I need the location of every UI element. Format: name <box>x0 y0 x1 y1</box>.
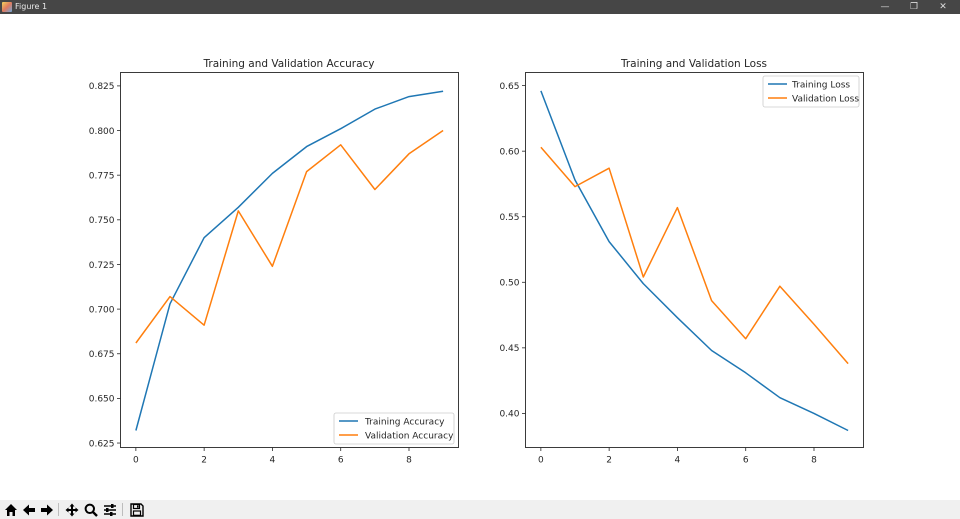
x-tick-label: 6 <box>743 456 749 466</box>
loss-lines <box>540 90 849 432</box>
y-tick-label: 0.750 <box>89 216 115 226</box>
y-tick-label: 0.700 <box>89 305 115 315</box>
move-icon <box>65 503 78 516</box>
loss-legend: Training Loss Validation Loss <box>762 75 860 108</box>
loss-chart: Training and Validation Loss 0.40 0.45 0.5… <box>499 58 864 466</box>
accuracy-legend: Training Accuracy Validation Accuracy <box>333 412 455 445</box>
y-tick-label: 0.65 <box>499 82 519 92</box>
restore-icon: ❐ <box>909 2 919 12</box>
floppy-disk-icon <box>129 502 144 517</box>
series-line <box>540 90 849 432</box>
minimize-button[interactable]: — <box>871 0 899 14</box>
arrow-right-icon <box>40 504 53 515</box>
save-button[interactable] <box>128 501 145 518</box>
x-tick-label: 0 <box>538 456 544 466</box>
home-icon <box>4 503 17 516</box>
close-button[interactable]: ✕ <box>929 0 957 14</box>
y-tick-label: 0.675 <box>89 350 115 360</box>
y-tick-label: 0.775 <box>89 171 115 181</box>
window-title: Figure 1 <box>15 2 48 11</box>
back-button[interactable] <box>20 501 37 518</box>
arrow-left-icon <box>22 504 35 515</box>
home-button[interactable] <box>2 501 19 518</box>
toolbar-separator <box>122 503 123 516</box>
x-tick-label: 8 <box>406 456 412 466</box>
loss-y-axis: 0.40 0.45 0.50 0.55 0.60 0.65 <box>499 82 526 420</box>
magnifier-icon <box>84 503 98 517</box>
y-tick-label: 0.800 <box>89 127 115 137</box>
configure-subplots-button[interactable] <box>101 501 118 518</box>
zoom-button[interactable] <box>82 501 99 518</box>
legend-label-validation-loss: Validation Loss <box>792 95 859 105</box>
pan-button[interactable] <box>63 501 80 518</box>
minimize-icon: — <box>880 2 890 12</box>
restore-button[interactable]: ❐ <box>900 0 928 14</box>
y-tick-label: 0.55 <box>499 213 519 223</box>
series-line <box>540 146 849 365</box>
y-tick-label: 0.725 <box>89 261 115 271</box>
x-tick-label: 6 <box>338 456 344 466</box>
y-tick-label: 0.60 <box>499 147 519 157</box>
y-tick-label: 0.40 <box>499 410 519 420</box>
series-line <box>135 90 444 431</box>
accuracy-x-axis: 0 2 4 6 8 <box>133 447 412 466</box>
x-tick-label: 2 <box>606 456 612 466</box>
y-tick-label: 0.45 <box>499 344 519 354</box>
accuracy-y-axis: 0.625 0.650 0.675 0.700 0.725 0.750 0.775 0.800… <box>89 82 121 449</box>
accuracy-lines <box>135 90 444 431</box>
accuracy-plot-frame <box>120 72 459 448</box>
loss-plot-frame <box>525 72 864 448</box>
figure-canvas: Training and Validation Accuracy 0.625 0.… <box>0 14 960 500</box>
toolbar-separator <box>58 503 59 516</box>
loss-chart-title: Training and Validation Loss <box>620 58 767 70</box>
x-tick-label: 2 <box>201 456 207 466</box>
y-tick-label: 0.825 <box>89 82 115 92</box>
window-titlebar: Figure 1 — ❐ ✕ <box>0 0 960 14</box>
close-icon: ✕ <box>939 2 947 12</box>
x-tick-label: 4 <box>270 456 276 466</box>
x-tick-label: 4 <box>675 456 681 466</box>
matplotlib-app-icon <box>2 2 12 12</box>
legend-label-training-accuracy: Training Accuracy <box>364 418 445 428</box>
accuracy-chart: Training and Validation Accuracy 0.6250.… <box>89 58 459 466</box>
y-tick-label: 0.650 <box>89 395 115 405</box>
navigation-toolbar <box>0 500 960 519</box>
x-tick-label: 0 <box>133 456 139 466</box>
loss-x-axis: 0 2 4 6 8 <box>538 447 817 466</box>
forward-button[interactable] <box>38 501 55 518</box>
x-tick-label: 8 <box>811 456 817 466</box>
accuracy-chart-title: Training and Validation Accuracy <box>203 58 375 70</box>
legend-label-validation-accuracy: Validation Accuracy <box>365 432 454 442</box>
y-tick-label: 0.50 <box>499 279 519 289</box>
sliders-icon <box>103 503 116 516</box>
legend-label-training-loss: Training Loss <box>791 81 850 91</box>
series-line <box>135 129 444 344</box>
y-tick-label: 0.625 <box>89 439 115 449</box>
